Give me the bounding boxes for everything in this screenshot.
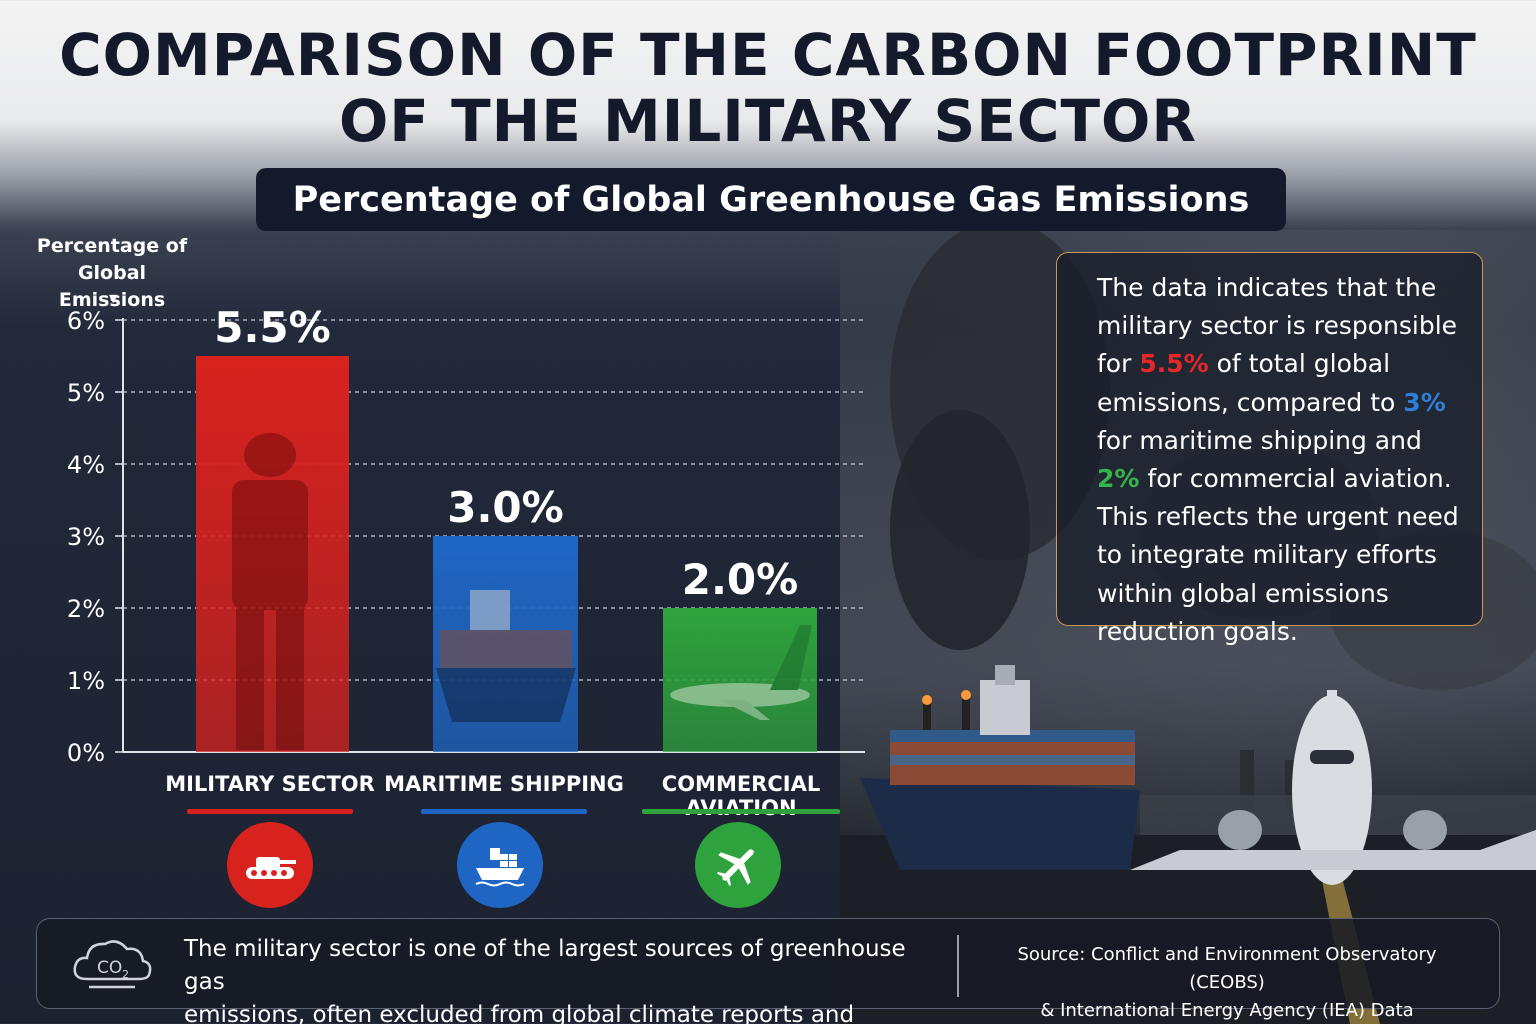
y-tick-label: 4%	[67, 451, 105, 479]
y-tick-label: 3%	[67, 523, 105, 551]
category-underline-aviation	[642, 809, 840, 814]
y-tick-label: 6%	[67, 307, 105, 335]
category-underline-maritime	[421, 809, 587, 814]
info-panel: The data indicates that the military sec…	[1056, 252, 1483, 646]
co2-subscript: 2	[122, 968, 129, 981]
tank-icon	[227, 822, 313, 908]
value-label-aviation: 2.0%	[682, 555, 798, 604]
category-label-maritime: MARITIME SHIPPING	[384, 772, 624, 796]
category-underline-military	[187, 809, 353, 814]
y-axis-label-line-1: Percentage of	[36, 235, 188, 257]
y-tick-label: 2%	[67, 595, 105, 623]
subtitle-banner: Percentage of Global Greenhouse Gas Emis…	[256, 168, 1286, 231]
footer-note: The military sector is one of the larges…	[184, 933, 944, 1024]
ship-silhouette	[436, 590, 576, 722]
y-axis-arrow-icon: ▼	[109, 292, 118, 305]
y-axis-label: Percentage of Global Emissions	[22, 233, 202, 314]
soldier-silhouette	[232, 433, 308, 750]
value-label-military: 5.5%	[214, 303, 330, 352]
title-line-1: COMPARISON OF THE CARBON FOOTPRINT	[59, 21, 1477, 89]
bar-chart: 0% 1% 2% 3% 4% 5% 6% 5.5% 3.0% 2.0%	[67, 303, 865, 767]
ship-icon	[457, 822, 543, 908]
info-military-pct: 5.5%	[1139, 349, 1209, 379]
info-maritime-pct: 3%	[1403, 387, 1446, 417]
category-label-aviation: COMMERCIAL AVIATION	[661, 772, 821, 820]
info-text-1: The data indicates that the military sec…	[1097, 273, 1458, 379]
info-text-2: of total global emissions, compared to	[1097, 349, 1404, 417]
info-text-3: for maritime shipping and	[1097, 425, 1422, 455]
y-tick-label: 0%	[67, 739, 105, 767]
category-label-military: MILITARY SECTOR	[165, 772, 375, 796]
footer-note-line-2: emissions, often excluded from global cl…	[184, 1002, 855, 1024]
co2-label: CO	[97, 958, 122, 978]
co2-cloud-icon: CO 2	[69, 933, 155, 999]
subtitle-text: Percentage of Global Greenhouse Gas Emis…	[292, 179, 1250, 220]
airplane-icon	[695, 822, 781, 908]
info-text-4: for commercial aviation. This reflects t…	[1097, 464, 1459, 646]
footer-note-line-1: The military sector is one of the larges…	[184, 936, 906, 995]
y-tick-label: 5%	[67, 379, 105, 407]
source-line-2: & International Energy Agency (IEA) Data	[1040, 1000, 1414, 1021]
bar-military	[196, 356, 349, 752]
value-label-maritime: 3.0%	[447, 483, 563, 532]
y-axis-label-line-2: Global Emissions	[58, 262, 166, 311]
footer-divider	[957, 935, 959, 997]
info-aviation-pct: 2%	[1097, 464, 1140, 494]
page-title: COMPARISON OF THE CARBON FOOTPRINT OF TH…	[0, 22, 1536, 154]
plane-silhouette	[670, 625, 812, 720]
title-line-2: OF THE MILITARY SECTOR	[339, 87, 1197, 155]
y-tick-label: 1%	[67, 667, 105, 695]
source-citation: Source: Conflict and Environment Observa…	[977, 941, 1477, 1024]
source-line-1: Source: Conflict and Environment Observa…	[1017, 944, 1437, 993]
footer-panel: CO 2 The military sector is one of the l…	[36, 918, 1500, 1024]
